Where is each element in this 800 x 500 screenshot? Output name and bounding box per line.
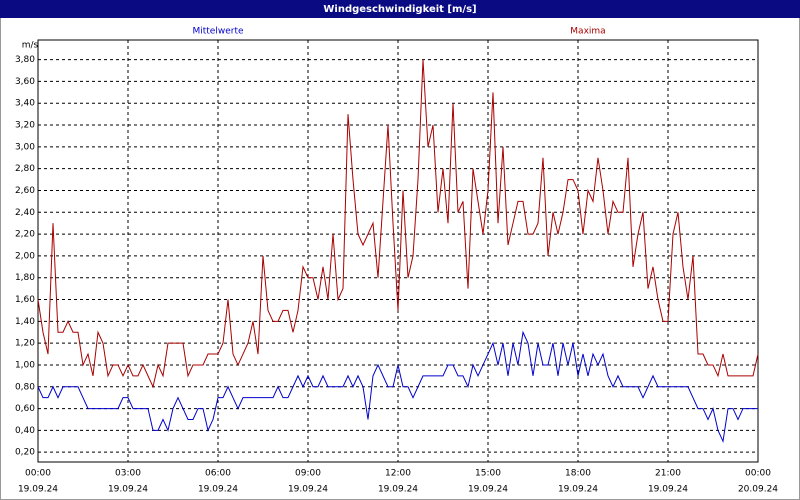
title-bar — [0, 0, 800, 18]
y-tick-label: 0,40 — [15, 426, 35, 436]
x-tick-label: 12:00 — [385, 469, 411, 479]
y-tick-label: 3,00 — [15, 142, 35, 152]
chart-title: Windgeschwindigkeit [m/s] — [323, 4, 476, 15]
y-tick-label: 3,80 — [15, 55, 35, 65]
x-tick-date: 19.09.24 — [198, 485, 238, 495]
x-tick-date: 19.09.24 — [648, 485, 688, 495]
axes-frame — [37, 39, 759, 463]
x-tick-date: 20.09.24 — [738, 485, 778, 495]
x-tick-label: 03:00 — [115, 469, 141, 479]
y-unit: m/s — [22, 41, 39, 51]
legend-label: Mittelwerte — [192, 27, 243, 37]
x-tick-label: 00:00 — [25, 469, 51, 479]
x-tick-label: 00:00 — [745, 469, 771, 479]
series-line — [37, 330, 758, 444]
y-tick-label: 0,80 — [15, 382, 35, 392]
x-tick-date: 19.09.24 — [558, 485, 598, 495]
series-line — [37, 59, 759, 389]
legend-label: Maxima — [570, 27, 605, 37]
x-tick-label: 18:00 — [565, 469, 591, 479]
y-tick-label: 2,80 — [15, 164, 35, 174]
x-tick-date: 19.09.24 — [18, 485, 58, 495]
y-tick-label: 3,60 — [15, 77, 35, 87]
x-tick-label: 21:00 — [655, 469, 681, 479]
x-tick-label: 09:00 — [295, 469, 321, 479]
y-tick-label: 1,00 — [15, 360, 35, 370]
y-tick-label: 2,20 — [15, 230, 35, 240]
x-tick-label: 06:00 — [205, 469, 231, 479]
y-tick-label: 0,20 — [15, 448, 35, 458]
y-tick-label: 3,40 — [15, 99, 35, 109]
y-tick-label: 0,60 — [15, 404, 35, 414]
y-tick-label: 2,40 — [15, 208, 35, 218]
x-tick-date: 19.09.24 — [378, 485, 418, 495]
y-tick-label: 2,60 — [15, 186, 35, 196]
y-tick-label: 1,80 — [15, 273, 35, 283]
x-tick-date: 19.09.24 — [288, 485, 328, 495]
x-tick-label: 15:00 — [475, 469, 501, 479]
y-tick-label: 1,40 — [15, 317, 35, 327]
y-tick-label: 1,20 — [15, 339, 35, 349]
y-tick-label: 1,60 — [15, 295, 35, 305]
x-tick-date: 19.09.24 — [108, 485, 148, 495]
y-tick-label: 3,20 — [15, 121, 35, 131]
x-tick-date: 19.09.24 — [468, 485, 508, 495]
y-tick-label: 2,00 — [15, 251, 35, 261]
